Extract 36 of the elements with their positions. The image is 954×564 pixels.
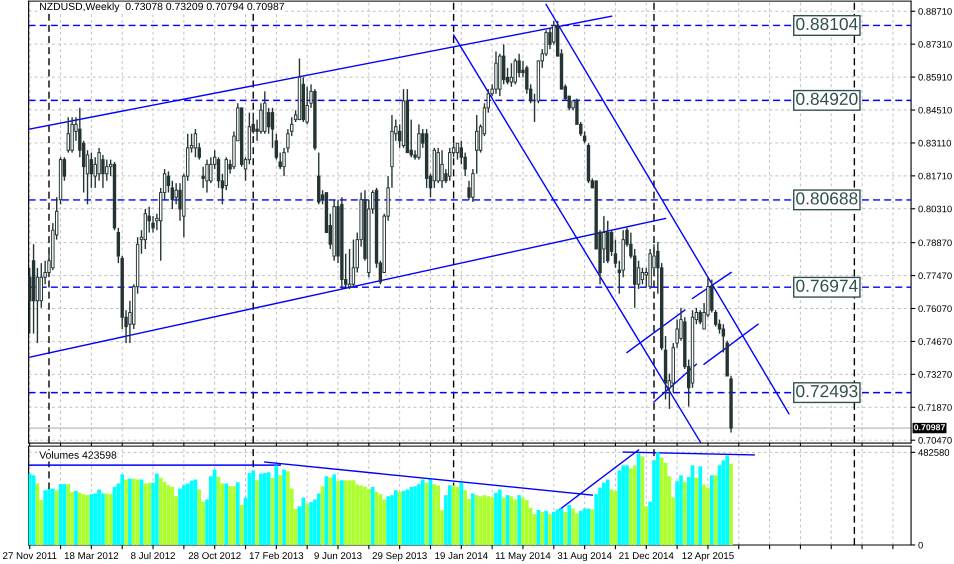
x-tick-label: 18 Mar 2012 <box>64 552 118 560</box>
y-tick-label: 0.88710 <box>918 8 952 15</box>
ref-line-label: 0.84920 <box>796 92 858 106</box>
x-tick-label: 12 Apr 2015 <box>682 552 734 561</box>
x-tick-label: 19 Jan 2014 <box>435 552 488 560</box>
y-tick-label: 0.81710 <box>918 172 952 180</box>
x-tick-label: 8 Jul 2012 <box>131 552 175 560</box>
x-tick-label: 27 Nov 2011 <box>3 552 56 560</box>
ref-line-label: 0.88104 <box>796 18 858 30</box>
y-tick-label: 0.87310 <box>918 40 952 48</box>
y-tick-label: 482580 <box>918 449 950 456</box>
y-tick-label: 0.70470 <box>918 437 952 444</box>
y-tick-label: 0.73270 <box>918 371 952 378</box>
ref-line-label: 0.72493 <box>796 384 858 398</box>
x-tick-label: 9 Jun 2013 <box>314 552 362 560</box>
y-tick-label: 0.71870 <box>918 404 952 411</box>
y-tick-label: 0.83110 <box>918 140 952 146</box>
y-tick-label: 0.80310 <box>918 206 952 212</box>
y-tick-label: 0.74670 <box>918 338 952 345</box>
x-tick-label: 28 Oct 2012 <box>188 552 241 560</box>
y-tick-label: 0.78870 <box>918 239 952 246</box>
ref-line-label: 0.70987 <box>914 424 945 430</box>
x-tick-label: 17 Feb 2013 <box>250 552 304 560</box>
y-tick-label: 0.84510 <box>918 106 952 114</box>
x-tick-label: 31 Aug 2014 <box>558 552 612 561</box>
x-tick-label: 29 Sep 2013 <box>372 552 427 561</box>
x-tick-label: 11 May 2014 <box>496 552 550 561</box>
y-tick-label: 0.77470 <box>918 272 952 280</box>
chart-title: NZDUSD,Weekly 0.73078 0.73209 0.70794 0.70987 <box>40 2 284 12</box>
y-tick-label: 0 <box>918 542 923 549</box>
x-tick-label: 21 Dec 2014 <box>619 552 674 560</box>
ref-line-label: 0.76974 <box>796 280 858 292</box>
y-tick-label: 0.85910 <box>918 74 952 81</box>
ref-line-label: 0.80688 <box>796 192 858 205</box>
y-tick-label: 0.76070 <box>918 305 952 312</box>
chart-title: Volumes 423598 <box>39 451 116 459</box>
